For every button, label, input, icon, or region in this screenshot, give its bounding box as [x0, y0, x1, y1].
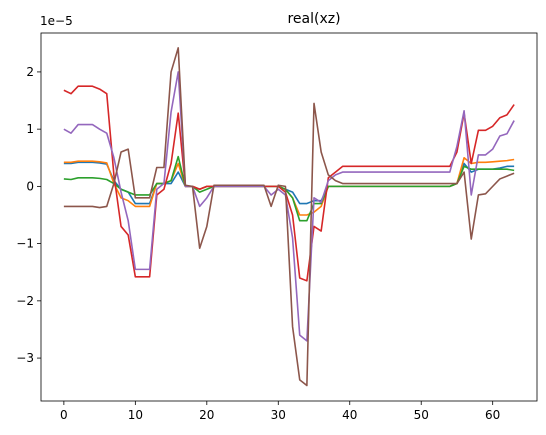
y-axis-offset-text: 1e−5 [40, 14, 73, 28]
series-line-5 [63, 71, 515, 342]
x-tick-label: 0 [60, 408, 68, 422]
chart-title: real(xz) [287, 11, 340, 27]
y-tick-label: −3 [16, 351, 34, 365]
plot-frame [40, 32, 538, 402]
y-tick-label: 2 [26, 65, 34, 79]
axes: 0 10 20 30 40 50 60 −3 −2 −1 0 1 2 [16, 32, 538, 422]
x-tick-label: 40 [342, 408, 357, 422]
series-line-6 [63, 47, 515, 387]
y-tick-label: 1 [26, 122, 34, 136]
y-tick-label: 0 [26, 179, 34, 193]
x-tick-label: 20 [199, 408, 214, 422]
y-tick-label: −1 [16, 237, 34, 251]
x-tick-label: 10 [128, 408, 143, 422]
x-tick-label: 30 [271, 408, 286, 422]
series-lines [63, 47, 515, 387]
x-tick-label: 60 [485, 408, 500, 422]
y-tick-label: −2 [16, 294, 34, 308]
series-line-4 [63, 85, 515, 282]
series-line-3 [63, 155, 515, 222]
x-tick-label: 50 [414, 408, 429, 422]
